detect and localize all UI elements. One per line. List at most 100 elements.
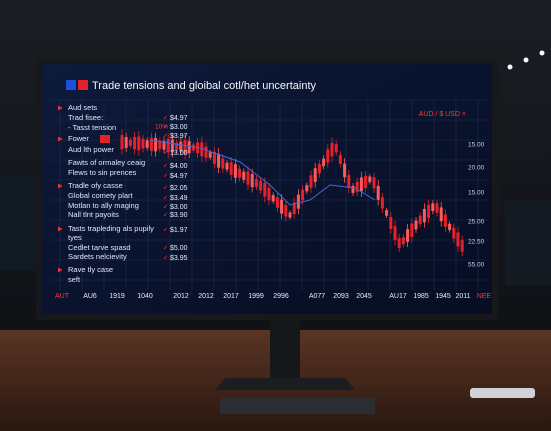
candle [322,158,326,167]
highlight [100,135,110,143]
tick: ✓ [163,213,168,219]
axis-label: 1985 [413,293,429,300]
tick: ✓ [163,151,168,157]
price: $1.97 [170,227,188,234]
list-item: tyes [68,233,82,242]
candle [246,171,250,185]
axis-label: 2045 [356,293,372,300]
tick: ✓ [163,164,168,170]
tick: ✓ [163,134,168,140]
list-item: Trad fisee: [68,113,103,122]
candle [254,179,258,187]
candle [120,135,124,150]
axis-label: 15.00 [468,190,485,197]
candle [410,223,414,238]
candle [221,158,225,169]
axis-label: AUT [55,293,70,300]
candle [431,203,435,212]
axis-label: AU6 [83,293,97,300]
candle [313,168,317,183]
candle [427,204,431,218]
candle [212,151,216,164]
price: $4.97 [170,115,188,122]
candle [229,162,233,175]
axis-label: 2996 [273,293,289,300]
price: $2.05 [170,185,188,192]
candle [317,163,321,174]
axis-label: A077 [309,293,325,300]
axis-label: 1040 [137,293,153,300]
list-item: Global comety plart [68,191,134,200]
candle [414,220,418,230]
tick: ✓ [163,196,168,202]
price: $4.00 [170,163,188,170]
candle [443,214,447,227]
axis-label: AU17 [389,293,407,300]
candle [267,187,271,201]
candle [305,185,309,192]
axis-label: 55.00 [468,262,485,269]
list-item: Nall tlnt payoits [68,210,119,219]
candle [452,227,456,239]
tick: ✓ [163,186,168,192]
side-monitor [505,200,551,285]
candle [460,240,464,252]
candle [242,171,246,180]
price: $3.49 [170,195,188,202]
side-monitor [0,175,38,270]
list-item: Cedlet tarve spasd [68,243,131,252]
tick: ✓ [163,205,168,211]
candle [204,146,208,158]
monitor-base [215,378,355,390]
list-item: Motlan to ally maging [68,201,139,210]
candle [326,149,330,163]
candle [179,141,183,152]
candle [448,223,452,231]
candle [162,140,166,150]
tick: ✓ [163,125,168,131]
candle [351,185,355,193]
candle [456,232,460,247]
candle [145,140,149,148]
candles [120,129,464,257]
tick: ✓ [163,256,168,262]
candle [284,204,288,217]
tick: ✓ [163,116,168,122]
candle [368,176,372,183]
candle [191,144,195,151]
price: 13.00 [170,150,188,157]
candle [250,173,254,188]
axis-label: 15.00 [468,142,485,149]
axis-label: 2011 [455,293,470,300]
chart-grid [50,99,488,290]
keyboard [220,398,375,414]
bullet: ▶ [58,137,63,143]
tick: ✓ [163,246,168,252]
candle [393,226,397,240]
price: $4.97 [170,173,188,180]
candle [238,168,242,178]
candle [149,137,153,151]
candle [385,210,389,216]
axis-label: 1999 [248,293,264,300]
candle [170,139,174,153]
badge: 10% [155,124,168,131]
candle [124,137,128,148]
candle [439,207,443,222]
axis-label: 2017 [223,293,239,300]
screen-title: Trade tensions and gloibal cotl/het unce… [92,80,317,92]
candle [275,197,279,208]
price: $3.97 [170,133,188,140]
candle [355,181,359,192]
candle [280,199,284,214]
price: $5.00 [170,245,188,252]
candle [271,194,275,202]
bullet: ▶ [58,184,63,190]
candle [418,215,422,224]
candle [343,163,347,178]
candle [422,208,426,223]
candle [225,162,229,170]
pair: AUD / $ USD × [419,111,466,118]
candle [389,216,393,230]
